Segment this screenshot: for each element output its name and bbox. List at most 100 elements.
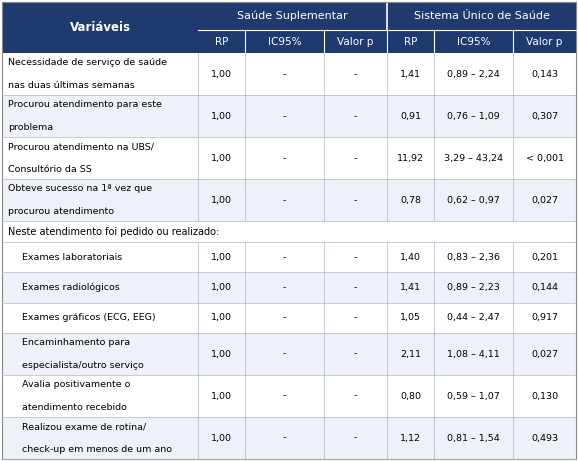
Text: 1,41: 1,41 [400, 70, 421, 79]
Text: problema: problema [8, 123, 53, 132]
Text: 0,59 – 1,07: 0,59 – 1,07 [447, 391, 500, 401]
Text: Obteve sucesso na 1ª vez que: Obteve sucesso na 1ª vez que [8, 184, 152, 193]
Bar [2, 242, 576, 272]
Text: 0,76 – 1,09: 0,76 – 1,09 [447, 112, 500, 121]
Text: 1,00: 1,00 [211, 313, 232, 322]
Text: atendimento recebido: atendimento recebido [22, 403, 127, 412]
Text: Valor p: Valor p [527, 36, 563, 47]
Text: 1,00: 1,00 [211, 154, 232, 163]
Bar [387, 2, 576, 30]
Text: -: - [354, 154, 357, 163]
Text: Sistema Único de Saúde: Sistema Único de Saúde [414, 11, 550, 21]
Text: 11,92: 11,92 [397, 154, 424, 163]
Text: -: - [354, 349, 357, 359]
Text: -: - [354, 391, 357, 401]
Text: 3,29 – 43,24: 3,29 – 43,24 [444, 154, 503, 163]
Text: Valor p: Valor p [338, 36, 374, 47]
Text: 1,40: 1,40 [400, 253, 421, 262]
Text: Exames radiológicos: Exames radiológicos [22, 283, 120, 292]
Text: Exames laboratoriais: Exames laboratoriais [22, 253, 123, 262]
Text: 1,00: 1,00 [211, 70, 232, 79]
Text: 0,027: 0,027 [531, 349, 558, 359]
Text: especialista/outro serviço: especialista/outro serviço [22, 361, 144, 370]
Bar [2, 333, 576, 375]
Text: Avalia positivamente o: Avalia positivamente o [22, 380, 131, 389]
Text: 1,00: 1,00 [211, 433, 232, 443]
Text: 0,89 – 2,23: 0,89 – 2,23 [447, 283, 500, 292]
Text: 1,00: 1,00 [211, 253, 232, 262]
Text: 0,201: 0,201 [531, 253, 558, 262]
Text: 1,12: 1,12 [400, 433, 421, 443]
Text: Consultório da SS: Consultório da SS [8, 165, 92, 174]
Text: 0,44 – 2,47: 0,44 – 2,47 [447, 313, 500, 322]
Bar [198, 30, 387, 53]
Text: 1,00: 1,00 [211, 349, 232, 359]
Bar [2, 272, 576, 303]
Bar [2, 2, 198, 53]
Text: procurou atendimento: procurou atendimento [8, 207, 114, 216]
Text: -: - [283, 70, 286, 79]
Text: Saúde Suplementar: Saúde Suplementar [237, 11, 348, 21]
Bar [387, 30, 576, 53]
Text: -: - [283, 313, 286, 322]
Text: -: - [283, 253, 286, 262]
Text: nas duas últimas semanas: nas duas últimas semanas [8, 81, 135, 90]
Bar [2, 417, 576, 459]
Bar [2, 375, 576, 417]
Text: Exames gráficos (ECG, EEG): Exames gráficos (ECG, EEG) [22, 313, 155, 322]
Text: -: - [354, 253, 357, 262]
Text: 0,130: 0,130 [531, 391, 558, 401]
Text: 1,00: 1,00 [211, 112, 232, 121]
Text: 1,41: 1,41 [400, 283, 421, 292]
Bar [198, 2, 387, 30]
Text: 1,00: 1,00 [211, 195, 232, 205]
Text: 2,11: 2,11 [400, 349, 421, 359]
Text: -: - [354, 313, 357, 322]
Text: Necessidade de serviço de saúde: Necessidade de serviço de saúde [8, 59, 167, 67]
Text: -: - [283, 195, 286, 205]
Text: Neste atendimento foi pedido ou realizado:: Neste atendimento foi pedido ou realizad… [8, 227, 219, 236]
Bar [2, 179, 576, 221]
Text: -: - [354, 70, 357, 79]
Text: 0,62 – 0,97: 0,62 – 0,97 [447, 195, 500, 205]
Text: Encaminhamento para: Encaminhamento para [22, 338, 130, 347]
Bar [2, 221, 576, 242]
Text: RP: RP [404, 36, 417, 47]
Text: -: - [354, 433, 357, 443]
Text: -: - [354, 112, 357, 121]
Text: 0,917: 0,917 [531, 313, 558, 322]
Text: 0,027: 0,027 [531, 195, 558, 205]
Text: Procurou atendimento para este: Procurou atendimento para este [8, 100, 162, 109]
Text: 0,81 – 1,54: 0,81 – 1,54 [447, 433, 500, 443]
Bar [2, 303, 576, 333]
Text: Procurou atendimento na UBS/: Procurou atendimento na UBS/ [8, 142, 154, 151]
Text: 1,05: 1,05 [400, 313, 421, 322]
Text: 0,493: 0,493 [531, 433, 558, 443]
Text: Realizou exame de rotina/: Realizou exame de rotina/ [22, 422, 146, 431]
Bar [2, 53, 576, 95]
Text: 0,307: 0,307 [531, 112, 558, 121]
Bar [2, 137, 576, 179]
Text: RP: RP [215, 36, 228, 47]
Text: 0,80: 0,80 [400, 391, 421, 401]
Text: 1,00: 1,00 [211, 391, 232, 401]
Text: check-up em menos de um ano: check-up em menos de um ano [22, 445, 172, 454]
Text: -: - [283, 391, 286, 401]
Bar [2, 95, 576, 137]
Text: 0,91: 0,91 [400, 112, 421, 121]
Text: 1,00: 1,00 [211, 283, 232, 292]
Text: -: - [283, 283, 286, 292]
Text: 0,143: 0,143 [531, 70, 558, 79]
Text: -: - [354, 283, 357, 292]
Text: -: - [283, 154, 286, 163]
Text: -: - [283, 112, 286, 121]
Text: 0,89 – 2,24: 0,89 – 2,24 [447, 70, 500, 79]
Text: 0,144: 0,144 [531, 283, 558, 292]
Text: -: - [283, 433, 286, 443]
Text: -: - [283, 349, 286, 359]
Text: IC95%: IC95% [457, 36, 490, 47]
Text: < 0,001: < 0,001 [525, 154, 564, 163]
Text: -: - [354, 195, 357, 205]
Text: Variáveis: Variáveis [69, 21, 131, 34]
Text: 0,83 – 2,36: 0,83 – 2,36 [447, 253, 500, 262]
